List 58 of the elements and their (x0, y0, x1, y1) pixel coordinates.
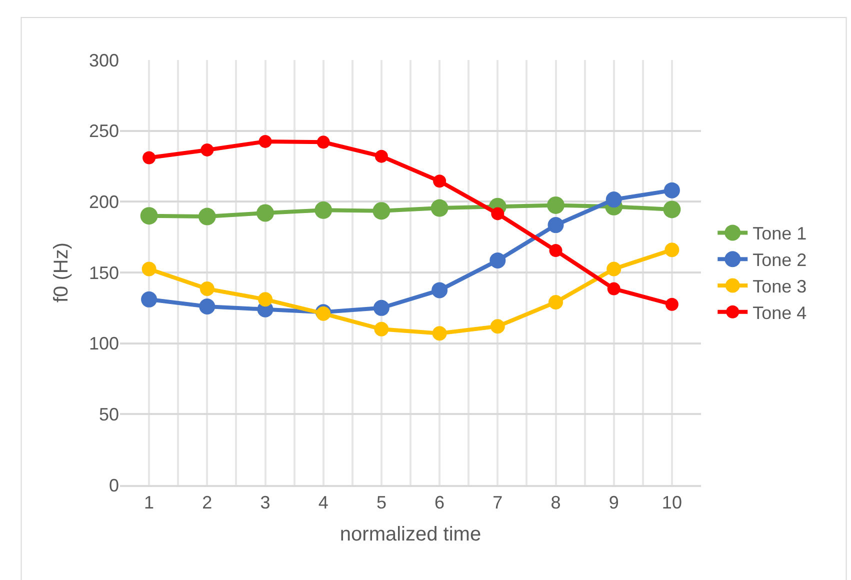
y-tick-label: 50 (98, 404, 119, 424)
point (548, 295, 563, 310)
point (141, 291, 158, 308)
legend-label: Tone 2 (752, 250, 807, 270)
point (142, 151, 156, 164)
x-tick-label: 5 (376, 492, 386, 512)
point (140, 207, 158, 225)
point (433, 174, 446, 188)
point (314, 201, 332, 219)
y-tick-label: 300 (88, 50, 119, 70)
point (258, 134, 272, 148)
x-tick-label: 3 (260, 492, 270, 512)
point (664, 182, 680, 198)
point (547, 196, 564, 214)
point (663, 200, 681, 218)
y-tick-label: 100 (88, 334, 119, 354)
point (664, 242, 680, 258)
x-tick-label: 10 (662, 492, 682, 512)
point (373, 300, 390, 316)
point (200, 143, 214, 156)
point (607, 282, 620, 296)
point (198, 208, 216, 226)
point (606, 262, 622, 276)
x-tick-label: 7 (492, 492, 503, 512)
x-tick-label: 2 (202, 492, 212, 512)
y-tick-label: 200 (88, 192, 119, 212)
x-tick-label: 4 (318, 492, 328, 512)
point (374, 322, 389, 336)
point (374, 150, 388, 163)
point (200, 282, 214, 296)
x-tick-label: 6 (434, 492, 445, 512)
y-tick-label: 0 (108, 475, 119, 496)
point (256, 204, 274, 222)
point (316, 136, 330, 149)
point (490, 319, 505, 334)
x-tick-label: 9 (608, 492, 619, 512)
point (490, 252, 506, 268)
point (199, 298, 216, 314)
x-axis-title: normalized time (340, 523, 482, 546)
x-tick-label: 8 (550, 492, 561, 512)
point (665, 298, 678, 311)
point (606, 192, 622, 208)
y-axis-title: f0 (Hz) (50, 242, 72, 302)
legend-label: Tone 3 (752, 276, 807, 297)
y-tick-label: 250 (88, 121, 119, 142)
point (258, 292, 272, 307)
y-tick-label: 150 (88, 262, 119, 283)
point (372, 202, 390, 220)
x-tick-label: 1 (144, 492, 154, 512)
point (432, 326, 447, 341)
point (549, 244, 562, 258)
point (491, 207, 504, 220)
legend-label: Tone 4 (752, 302, 807, 323)
legend-label: Tone 1 (752, 224, 807, 244)
point (548, 217, 564, 234)
point (430, 199, 448, 217)
point (432, 282, 448, 298)
point (142, 262, 156, 276)
